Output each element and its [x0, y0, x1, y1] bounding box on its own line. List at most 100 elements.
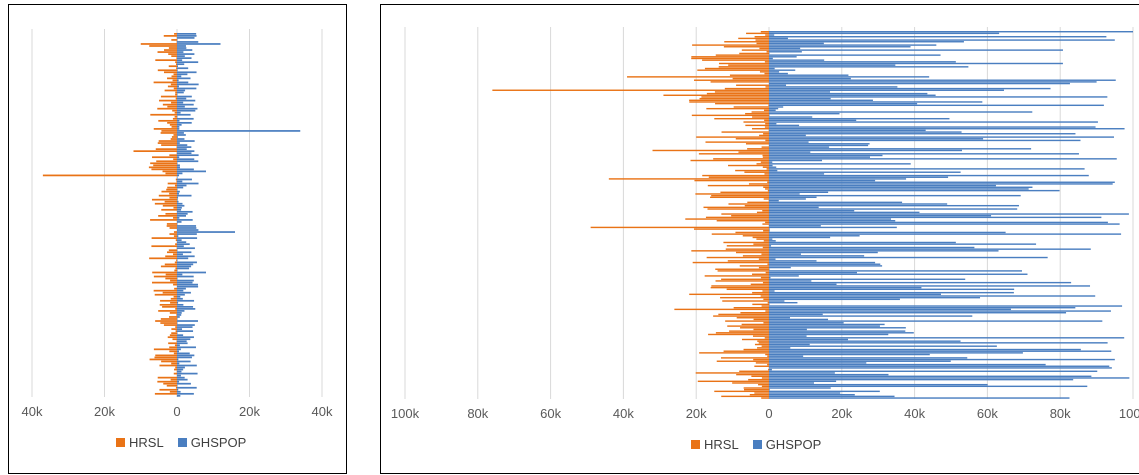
bar-ghspop: [177, 332, 178, 335]
bar-ghspop: [177, 39, 178, 41]
legend-label-hrsl: HRSL: [129, 435, 164, 450]
bar-ghspop: [177, 136, 178, 138]
bar-hrsl: [163, 35, 177, 37]
bar-ghspop: [177, 65, 178, 68]
bar-ghspop: [769, 377, 1130, 379]
bar-ghspop: [769, 387, 831, 389]
bar-hrsl: [150, 219, 177, 221]
bar-hrsl: [760, 276, 769, 279]
bar-hrsl: [736, 373, 769, 376]
bar-ghspop: [177, 43, 221, 45]
bar-hrsl: [764, 337, 769, 339]
bar-hrsl: [160, 322, 177, 324]
bar-hrsl: [42, 174, 177, 177]
bar-hrsl: [176, 152, 178, 155]
bar-ghspop: [769, 397, 1070, 399]
bar-ghspop: [769, 256, 1048, 259]
bar-ghspop: [769, 144, 869, 147]
bar-ghspop: [177, 269, 178, 272]
bar-ghspop: [769, 383, 988, 386]
bar-hrsl: [174, 287, 177, 290]
bar-hrsl: [153, 275, 177, 278]
bar-ghspop: [177, 103, 194, 106]
bar-ghspop: [769, 225, 821, 227]
bar-hrsl: [726, 245, 769, 247]
bar-ghspop: [177, 275, 194, 278]
bar-ghspop: [769, 315, 973, 317]
bar-ghspop: [769, 179, 876, 182]
bar-ghspop: [769, 148, 1032, 150]
bar-hrsl: [674, 308, 769, 311]
bar-hrsl: [739, 370, 769, 372]
bar-ghspop: [177, 71, 197, 74]
bar-ghspop: [177, 99, 196, 102]
bar-ghspop: [177, 358, 179, 361]
bar-hrsl: [151, 168, 177, 171]
bar-hrsl: [161, 144, 177, 146]
bar-ghspop: [177, 225, 197, 227]
bar-hrsl: [169, 316, 177, 318]
bar-hrsl: [753, 358, 769, 361]
bar-hrsl: [164, 49, 177, 51]
bar-ghspop: [769, 34, 775, 36]
bar-hrsl: [763, 298, 769, 301]
bar-ghspop: [769, 317, 790, 319]
bar-ghspop: [177, 91, 184, 94]
bar-ghspop: [177, 124, 182, 126]
bar-ghspop: [177, 277, 178, 280]
bar-ghspop: [769, 268, 770, 270]
bar-ghspop: [177, 314, 182, 316]
bar-hrsl: [720, 357, 769, 359]
bar-ghspop: [769, 228, 770, 230]
x-tick-label: 80k: [467, 406, 488, 421]
bar-hrsl: [149, 358, 177, 361]
bar-hrsl: [735, 138, 769, 140]
bar-ghspop: [769, 296, 981, 299]
bar-hrsl: [760, 31, 769, 33]
bar-hrsl: [747, 148, 769, 150]
bar-ghspop: [177, 49, 193, 51]
bar-hrsl: [691, 114, 769, 117]
bar-ghspop: [769, 102, 918, 105]
bar-ghspop: [769, 198, 806, 200]
bar-hrsl: [761, 253, 769, 255]
bar-ghspop: [769, 188, 1029, 190]
bar-hrsl: [743, 348, 769, 351]
bar-hrsl: [768, 104, 769, 107]
bar-hrsl: [710, 196, 769, 199]
bar-ghspop: [177, 312, 182, 314]
x-tick-label: 60k: [977, 406, 998, 421]
bar-hrsl: [705, 141, 769, 143]
bar-hrsl: [170, 83, 177, 86]
bar-ghspop: [177, 150, 195, 153]
bar-ghspop: [769, 278, 966, 280]
bar-hrsl: [765, 188, 769, 190]
bar-hrsl: [766, 51, 769, 53]
bar-ghspop: [769, 380, 837, 383]
bar-ghspop: [769, 87, 1051, 90]
bar-ghspop: [769, 199, 779, 202]
bar-hrsl: [175, 308, 177, 310]
bar-ghspop: [769, 119, 857, 122]
bar-ghspop: [769, 375, 1092, 378]
bar-hrsl: [690, 159, 769, 162]
bar-ghspop: [177, 336, 194, 339]
bar-hrsl: [752, 291, 769, 294]
bar-hrsl: [722, 300, 769, 302]
bar-hrsl: [168, 65, 177, 68]
bar-hrsl: [160, 95, 177, 98]
bar-ghspop: [769, 365, 1110, 367]
bar-hrsl: [765, 86, 769, 88]
legend-label-ghspop: GHSPOP: [765, 437, 822, 452]
bar-ghspop: [177, 364, 197, 367]
bar-ghspop: [177, 138, 185, 140]
bar-ghspop: [769, 56, 797, 58]
bar-ghspop: [769, 332, 914, 334]
bar-hrsl: [170, 138, 177, 140]
bar-ghspop: [769, 340, 961, 342]
bar-ghspop: [769, 353, 930, 356]
bar-ghspop: [177, 172, 183, 175]
bar-ghspop: [769, 79, 1116, 81]
bar-hrsl: [754, 392, 769, 394]
bar-ghspop: [177, 249, 178, 252]
